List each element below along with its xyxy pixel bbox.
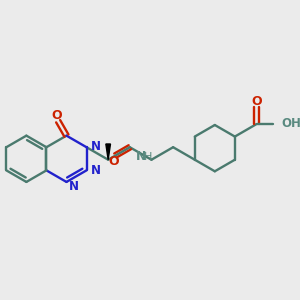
Text: O: O [51, 109, 62, 122]
Text: N: N [136, 150, 146, 164]
Polygon shape [106, 144, 110, 160]
Text: OH: OH [281, 117, 300, 130]
Text: O: O [251, 95, 262, 108]
Text: O: O [108, 154, 119, 168]
Text: N: N [91, 140, 101, 153]
Text: H: H [144, 152, 152, 162]
Text: N: N [69, 180, 79, 193]
Text: N: N [91, 164, 101, 177]
